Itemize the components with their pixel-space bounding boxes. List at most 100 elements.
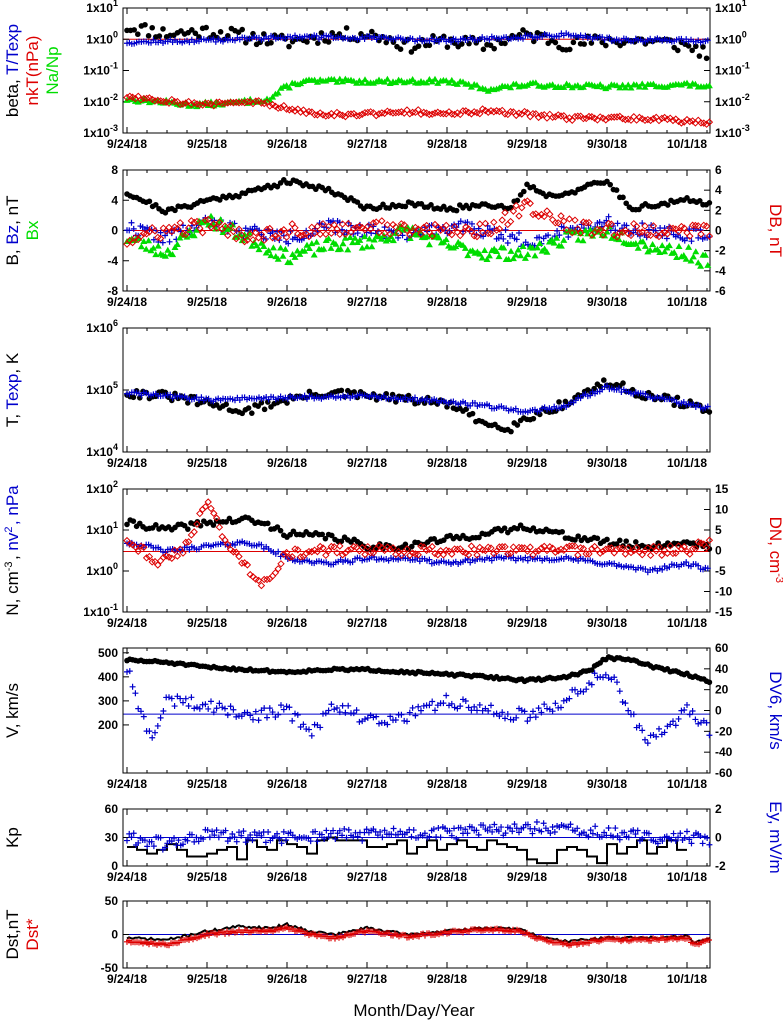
data-point (697, 119, 705, 127)
data-point (159, 239, 166, 246)
data-point (484, 229, 492, 238)
data-point (409, 704, 416, 711)
data-point (128, 238, 137, 247)
data-point (641, 242, 649, 249)
data-point (588, 231, 596, 239)
data-point (549, 823, 556, 830)
data-point (593, 225, 602, 234)
data-point (218, 532, 226, 541)
data-point (601, 232, 609, 239)
data-point (554, 547, 562, 555)
data-point (341, 825, 348, 832)
data-point (691, 545, 700, 553)
data-point (285, 106, 294, 114)
data-point (548, 544, 557, 552)
data-point (677, 830, 684, 837)
data-point (242, 839, 249, 846)
data-point (582, 219, 590, 227)
data-point (674, 227, 683, 236)
data-point (426, 702, 433, 709)
data-point (325, 833, 332, 840)
data-point (492, 547, 501, 556)
data-point (330, 543, 338, 551)
right-tick-label: 0 (715, 544, 722, 558)
data-point (134, 547, 142, 556)
data-point (699, 840, 706, 847)
data-point (324, 222, 333, 231)
data-point (490, 711, 497, 718)
data-point (507, 825, 514, 832)
data-point (567, 821, 574, 828)
data-point (135, 31, 141, 38)
data-point (605, 674, 612, 681)
date-tick-label: 10/1/18 (667, 295, 707, 309)
data-point (513, 236, 520, 243)
data-point (604, 544, 613, 553)
data-point (689, 47, 695, 54)
data-point (466, 205, 473, 212)
data-point (324, 547, 333, 555)
data-point (283, 837, 290, 844)
data-point (265, 520, 271, 527)
data-point (598, 833, 605, 840)
data-point (704, 37, 711, 44)
data-point (452, 243, 460, 250)
data-point (563, 697, 570, 704)
data-point (253, 242, 261, 249)
data-point (473, 551, 481, 559)
data-point (495, 253, 503, 260)
data-point (485, 252, 493, 259)
data-point (244, 835, 251, 842)
data-point (375, 541, 383, 550)
data-point (498, 542, 506, 551)
data-point (414, 555, 421, 562)
data-point (304, 396, 310, 403)
data-point (123, 93, 131, 102)
data-point (562, 543, 571, 551)
data-point (638, 228, 646, 236)
data-point (327, 542, 336, 551)
data-point (462, 826, 469, 833)
data-point (616, 836, 623, 843)
data-point (168, 695, 175, 702)
data-point (274, 830, 281, 837)
data-point (291, 224, 299, 232)
data-point (639, 835, 646, 842)
data-point (654, 840, 661, 847)
data-point (308, 548, 316, 556)
data-point (692, 248, 700, 255)
data-point (490, 218, 498, 227)
data-point (312, 828, 319, 835)
data-point (467, 542, 476, 550)
data-point (179, 549, 187, 557)
data-point (325, 707, 332, 714)
data-point (343, 25, 350, 31)
data-point (603, 228, 611, 235)
data-point (286, 259, 294, 266)
data-point (171, 703, 178, 710)
data-point (697, 832, 704, 839)
data-point (587, 827, 594, 834)
data-point (474, 707, 480, 714)
data-point (531, 252, 539, 259)
date-tick-label: 9/26/18 (267, 972, 307, 986)
data-point (484, 108, 492, 116)
data-point (680, 118, 688, 126)
data-point (588, 40, 595, 46)
data-point (196, 34, 202, 40)
data-point (610, 833, 617, 840)
data-point (398, 711, 405, 718)
data-point (318, 831, 325, 838)
data-point (426, 556, 433, 563)
data-point (549, 81, 557, 88)
left-tick-label: -50 (101, 961, 119, 975)
right-tick-label: -6 (715, 284, 726, 298)
right-tick-label: 60 (715, 641, 729, 655)
data-point (611, 674, 618, 681)
data-point (128, 834, 135, 841)
data-point (623, 222, 630, 229)
data-point (509, 207, 518, 215)
data-point (495, 828, 502, 835)
data-point (520, 35, 526, 42)
data-point (350, 224, 358, 233)
